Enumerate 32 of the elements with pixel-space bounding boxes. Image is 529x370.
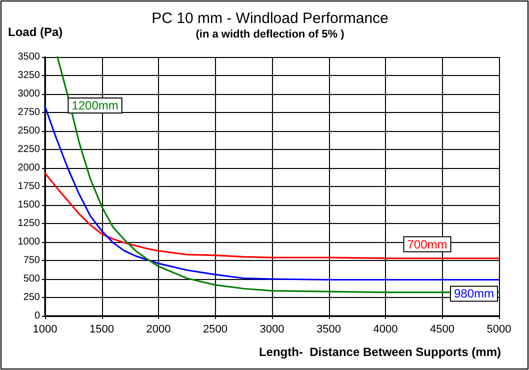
y-tick-label: 2750 bbox=[18, 107, 40, 118]
x-tick-label: 1500 bbox=[90, 324, 114, 336]
x-tick-label: 4000 bbox=[373, 324, 398, 336]
y-axis-title: Load (Pa) bbox=[8, 25, 63, 39]
series-label: 700mm bbox=[407, 237, 448, 252]
x-tick-label: 1000 bbox=[32, 324, 58, 336]
x-axis-title: Length- Distance Between Supports (mm) bbox=[258, 345, 502, 359]
y-tick-label: 1250 bbox=[18, 218, 40, 229]
y-tick-label: 3250 bbox=[18, 70, 40, 81]
x-tick-label: 3500 bbox=[316, 324, 341, 336]
x-tick-label: 2500 bbox=[203, 324, 228, 336]
line-series bbox=[44, 172, 500, 260]
x-tick-label: 3000 bbox=[260, 324, 284, 336]
y-tick-label: 1500 bbox=[18, 200, 40, 210]
y-tick-label: 250 bbox=[23, 292, 40, 303]
chart-title: PC 10 mm - Windload Performance bbox=[152, 10, 388, 27]
y-tick-label: 2500 bbox=[18, 126, 40, 136]
series-label: 1200mm bbox=[72, 98, 118, 112]
y-tick-label: 2250 bbox=[18, 144, 40, 155]
y-tick-label: 750 bbox=[23, 255, 40, 266]
series-label: 980mm bbox=[454, 286, 494, 301]
chart-subtitle: (in a width deflection of 5% ) bbox=[196, 28, 345, 40]
y-tick-label: 2000 bbox=[18, 162, 40, 174]
x-tick-label: 5000 bbox=[486, 324, 512, 336]
y-tick-label: 0 bbox=[34, 310, 40, 322]
y-tick-label: 1750 bbox=[18, 181, 40, 192]
y-tick-label: 1000 bbox=[18, 236, 40, 248]
y-tick-label: 3000 bbox=[18, 88, 40, 100]
y-tick-label: 3500 bbox=[18, 52, 40, 62]
y-tick-label: 500 bbox=[23, 274, 40, 284]
x-tick-label: 2000 bbox=[146, 324, 171, 336]
x-tick-label: 4500 bbox=[430, 324, 454, 336]
